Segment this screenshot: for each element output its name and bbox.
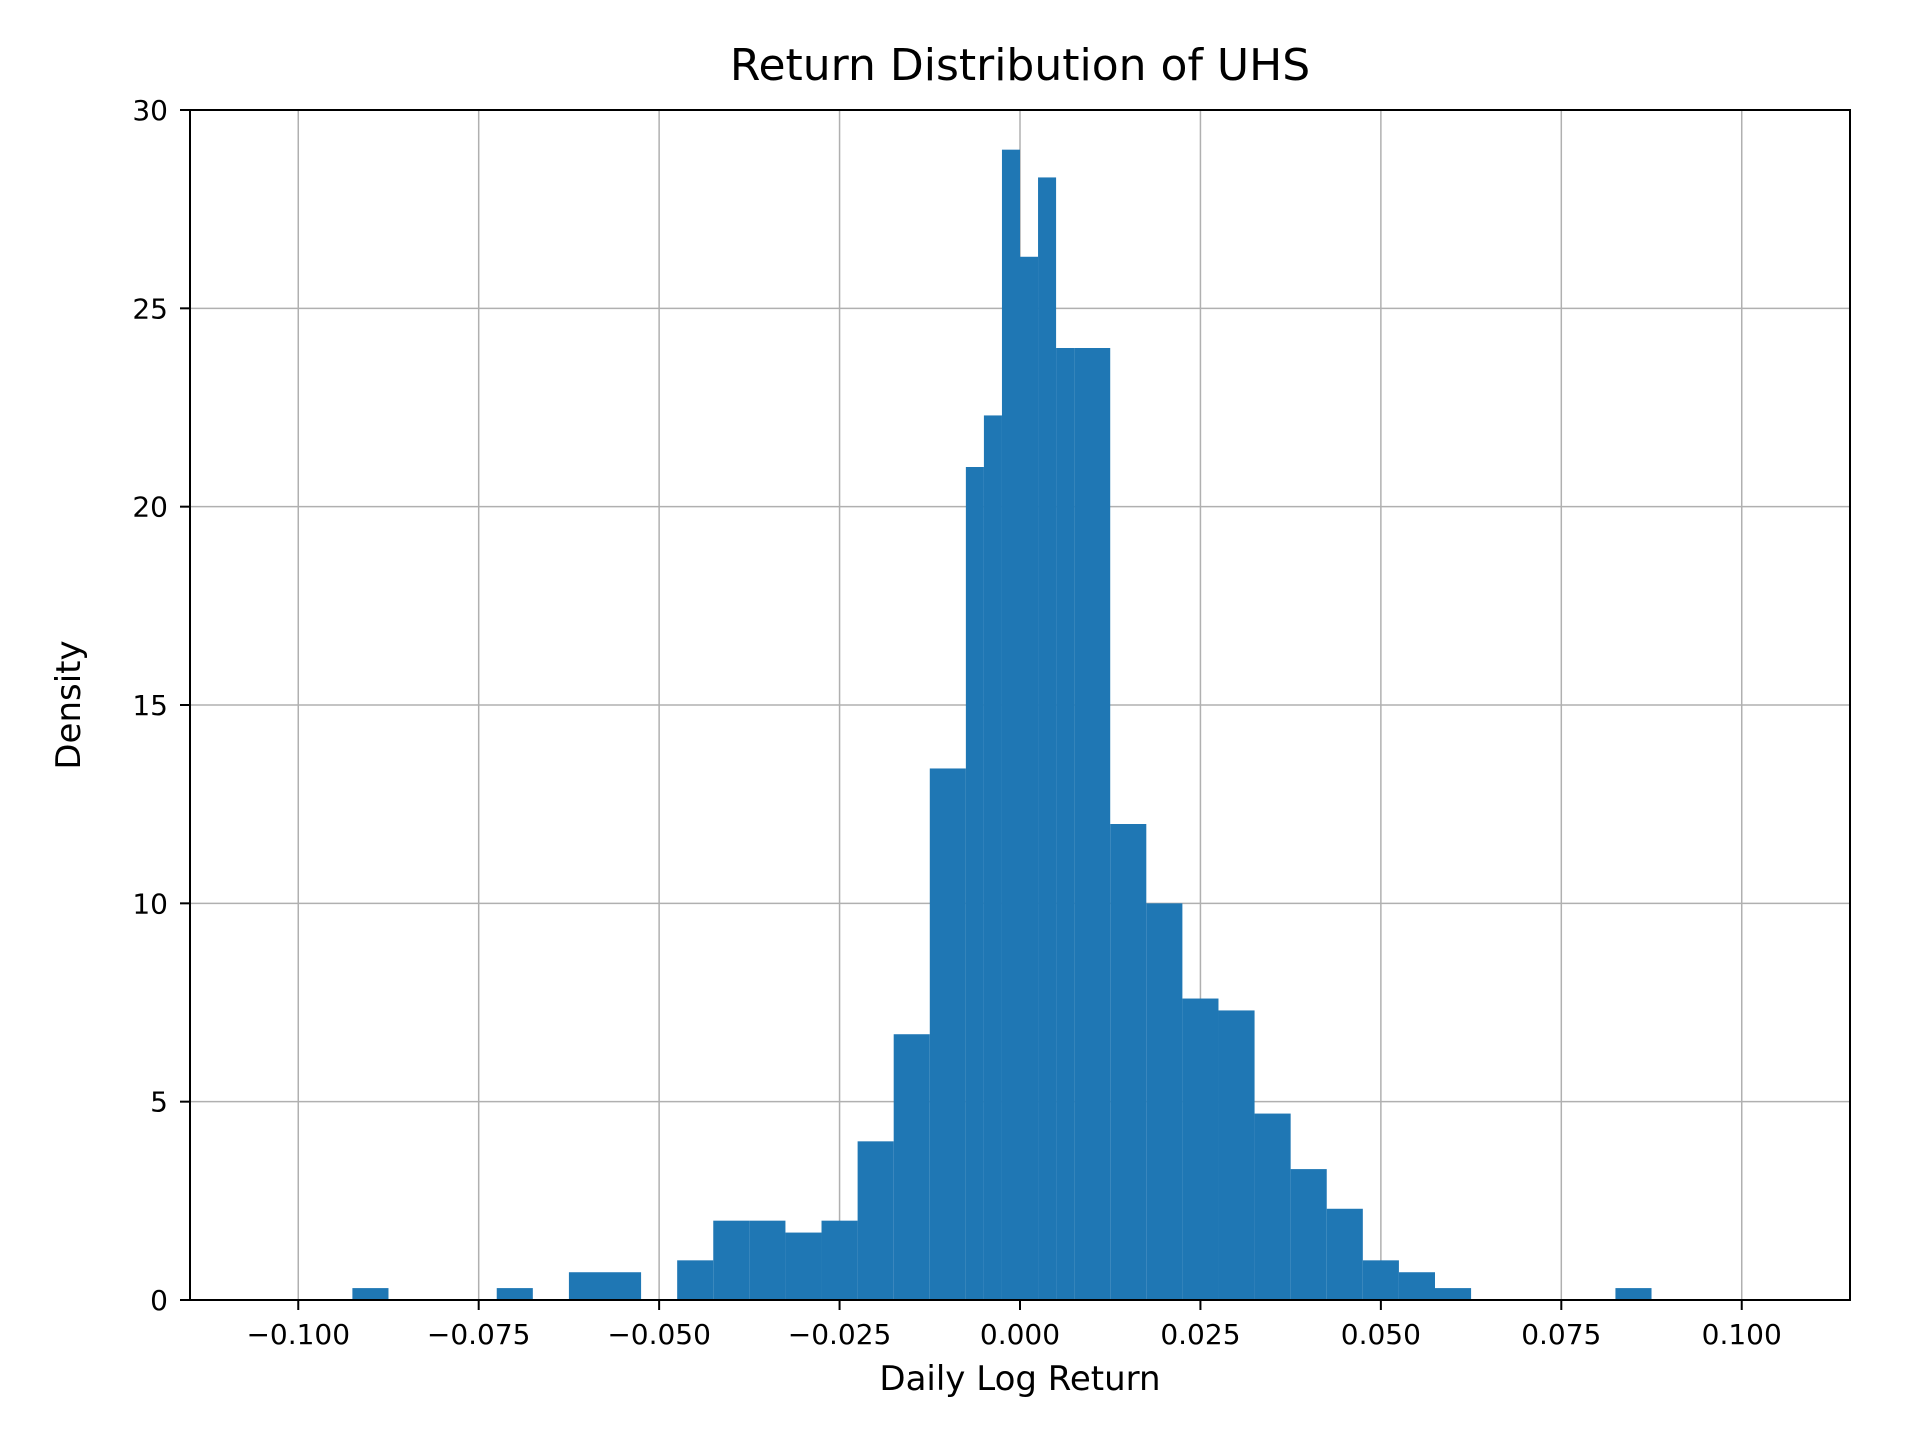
histogram-bar [352, 1288, 388, 1300]
histogram-chart: −0.100 −0.075 −0.050 −0.025 0.000 0.025 0.050 0… [0, 0, 1920, 1440]
histogram-bar [713, 1221, 749, 1300]
histogram-bar [1182, 999, 1218, 1300]
histogram-bar [1146, 903, 1182, 1300]
x-axis-label: Daily Log Return [879, 1359, 1160, 1399]
y-axis-label: Density [49, 640, 89, 769]
histogram-bar [1056, 348, 1074, 1300]
histogram-bar [930, 768, 966, 1300]
histogram-bar [1399, 1272, 1435, 1300]
histogram-bar [1327, 1209, 1363, 1300]
y-tick-label: 20 [132, 491, 168, 524]
histogram-bar [749, 1221, 785, 1300]
histogram-bar [1435, 1288, 1471, 1300]
x-tick-label: −0.100 [246, 1318, 350, 1351]
y-tick-label: 10 [132, 887, 168, 920]
histogram-bar [822, 1221, 858, 1300]
histogram-bar [1615, 1288, 1651, 1300]
x-tick-label: −0.075 [427, 1318, 531, 1351]
histogram-bar [1218, 1010, 1254, 1300]
histogram-bar [984, 415, 1002, 1300]
histogram-bar [605, 1272, 641, 1300]
histogram-bar [1363, 1260, 1399, 1300]
y-tick-label: 30 [132, 94, 168, 127]
x-tick-label: −0.025 [788, 1318, 892, 1351]
y-tick-label: 25 [132, 292, 168, 325]
histogram-bar [1255, 1114, 1291, 1300]
y-tick-label: 5 [150, 1086, 168, 1119]
histogram-bar [677, 1260, 713, 1300]
chart-container: −0.100 −0.075 −0.050 −0.025 0.000 0.025 0.050 0… [0, 0, 1920, 1440]
histogram-bar [1291, 1169, 1327, 1300]
x-tick-label: 0.100 [1702, 1318, 1782, 1351]
histogram-bar [1002, 150, 1020, 1300]
histogram-bar [1074, 348, 1110, 1300]
x-tick-label: −0.050 [607, 1318, 711, 1351]
histogram-bar [1038, 177, 1056, 1300]
histogram-bar [966, 467, 984, 1300]
y-tick-label: 0 [150, 1284, 168, 1317]
histogram-bar [1020, 257, 1038, 1300]
chart-title: Return Distribution of UHS [730, 40, 1310, 91]
x-tick-label: 0.075 [1521, 1318, 1601, 1351]
x-tick-label: 0.000 [980, 1318, 1060, 1351]
x-tick-label: 0.025 [1160, 1318, 1240, 1351]
y-tick-label: 15 [132, 689, 168, 722]
histogram-bar [569, 1272, 605, 1300]
histogram-bar [1110, 824, 1146, 1300]
histogram-bar [785, 1233, 821, 1300]
x-tick-label: 0.050 [1341, 1318, 1421, 1351]
histogram-bar [858, 1141, 894, 1300]
histogram-bar [497, 1288, 533, 1300]
histogram-bar [894, 1034, 930, 1300]
